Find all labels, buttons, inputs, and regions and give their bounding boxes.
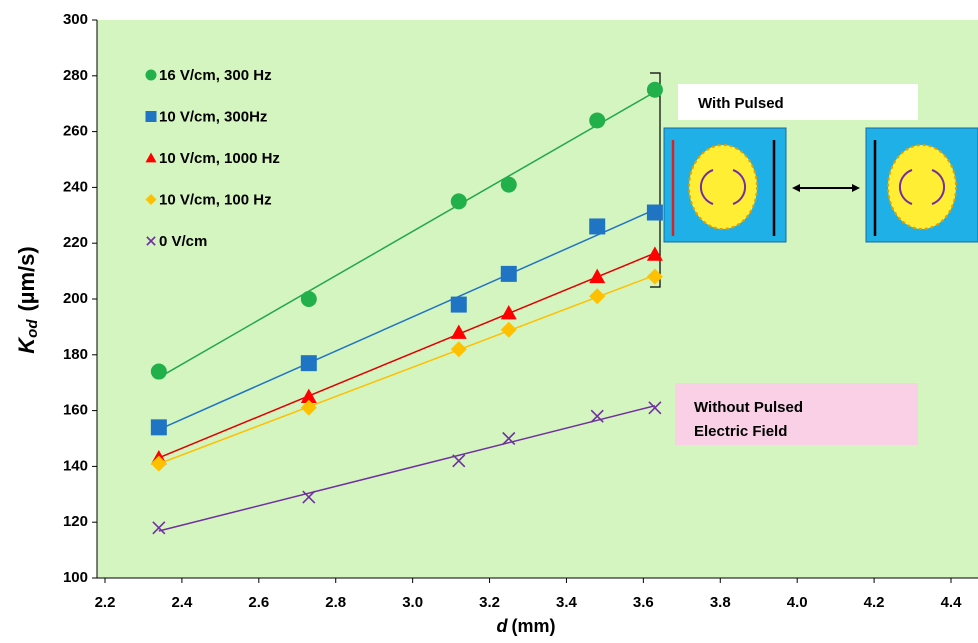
- y-tick-label: 260: [63, 123, 88, 140]
- y-label-unit: (µm/s): [14, 246, 39, 311]
- point: [301, 291, 317, 307]
- point: [647, 82, 663, 98]
- y-tick-label: 240: [63, 178, 88, 195]
- x-tick-label: 3.0: [402, 594, 423, 611]
- x-tick-label: 4.4: [941, 594, 963, 611]
- x-axis-label: d(mm): [497, 616, 556, 636]
- point: [589, 112, 605, 128]
- chart: With Pulsed Without Pulsed Electric Fiel…: [0, 0, 978, 638]
- point: [151, 364, 167, 380]
- x-label-unit: (mm): [512, 616, 556, 636]
- annotation: Electric Field: [694, 423, 787, 440]
- x-tick-label: 3.2: [479, 594, 500, 611]
- x-tick-label: 3.4: [556, 594, 578, 611]
- legend-label: 10 V/cm, 1000 Hz: [159, 150, 280, 167]
- y-tick-label: 200: [63, 290, 88, 307]
- legend-marker: [146, 111, 157, 122]
- legend-label: 0 V/cm: [159, 233, 207, 250]
- y-tick-label: 300: [63, 11, 88, 28]
- droplet: [689, 145, 757, 229]
- legend-label: 10 V/cm, 100 Hz: [159, 191, 272, 208]
- x-tick-label: 4.2: [864, 594, 885, 611]
- annotation: Without Pulsed: [694, 399, 803, 416]
- x-tick-label: 2.2: [95, 594, 116, 611]
- point: [451, 193, 467, 209]
- y-tick-label: 180: [63, 346, 88, 363]
- x-tick-label: 2.6: [248, 594, 269, 611]
- legend-label: 10 V/cm, 300Hz: [159, 108, 267, 125]
- y-tick-label: 280: [63, 67, 88, 84]
- x-tick-label: 3.8: [710, 594, 731, 611]
- page: {"chart_data": { "type": "scatter", "yla…: [0, 0, 978, 643]
- point: [451, 297, 467, 313]
- droplet: [888, 145, 956, 229]
- y-tick-label: 160: [63, 402, 88, 419]
- point: [301, 355, 317, 371]
- y-tick-label: 140: [63, 457, 88, 474]
- y-tick-label: 100: [63, 569, 88, 586]
- legend-marker: [146, 70, 157, 81]
- y-tick-label: 220: [63, 234, 88, 251]
- point: [647, 205, 663, 221]
- y-axis-label: Kod(µm/s): [14, 246, 41, 353]
- electrode-diagram: [866, 128, 978, 242]
- x-label-symbol: d: [497, 616, 509, 636]
- point: [501, 266, 517, 282]
- x-tick-label: 4.0: [787, 594, 808, 611]
- legend-label: 16 V/cm, 300 Hz: [159, 67, 272, 84]
- y-tick-label: 120: [63, 513, 88, 530]
- annotation: With Pulsed: [698, 95, 784, 112]
- x-tick-label: 2.8: [325, 594, 346, 611]
- point: [589, 218, 605, 234]
- electrode-diagram: [664, 128, 786, 242]
- y-label-subscript: od: [24, 319, 41, 338]
- point: [151, 419, 167, 435]
- x-tick-label: 3.6: [633, 594, 654, 611]
- point: [501, 177, 517, 193]
- x-tick-label: 2.4: [171, 594, 193, 611]
